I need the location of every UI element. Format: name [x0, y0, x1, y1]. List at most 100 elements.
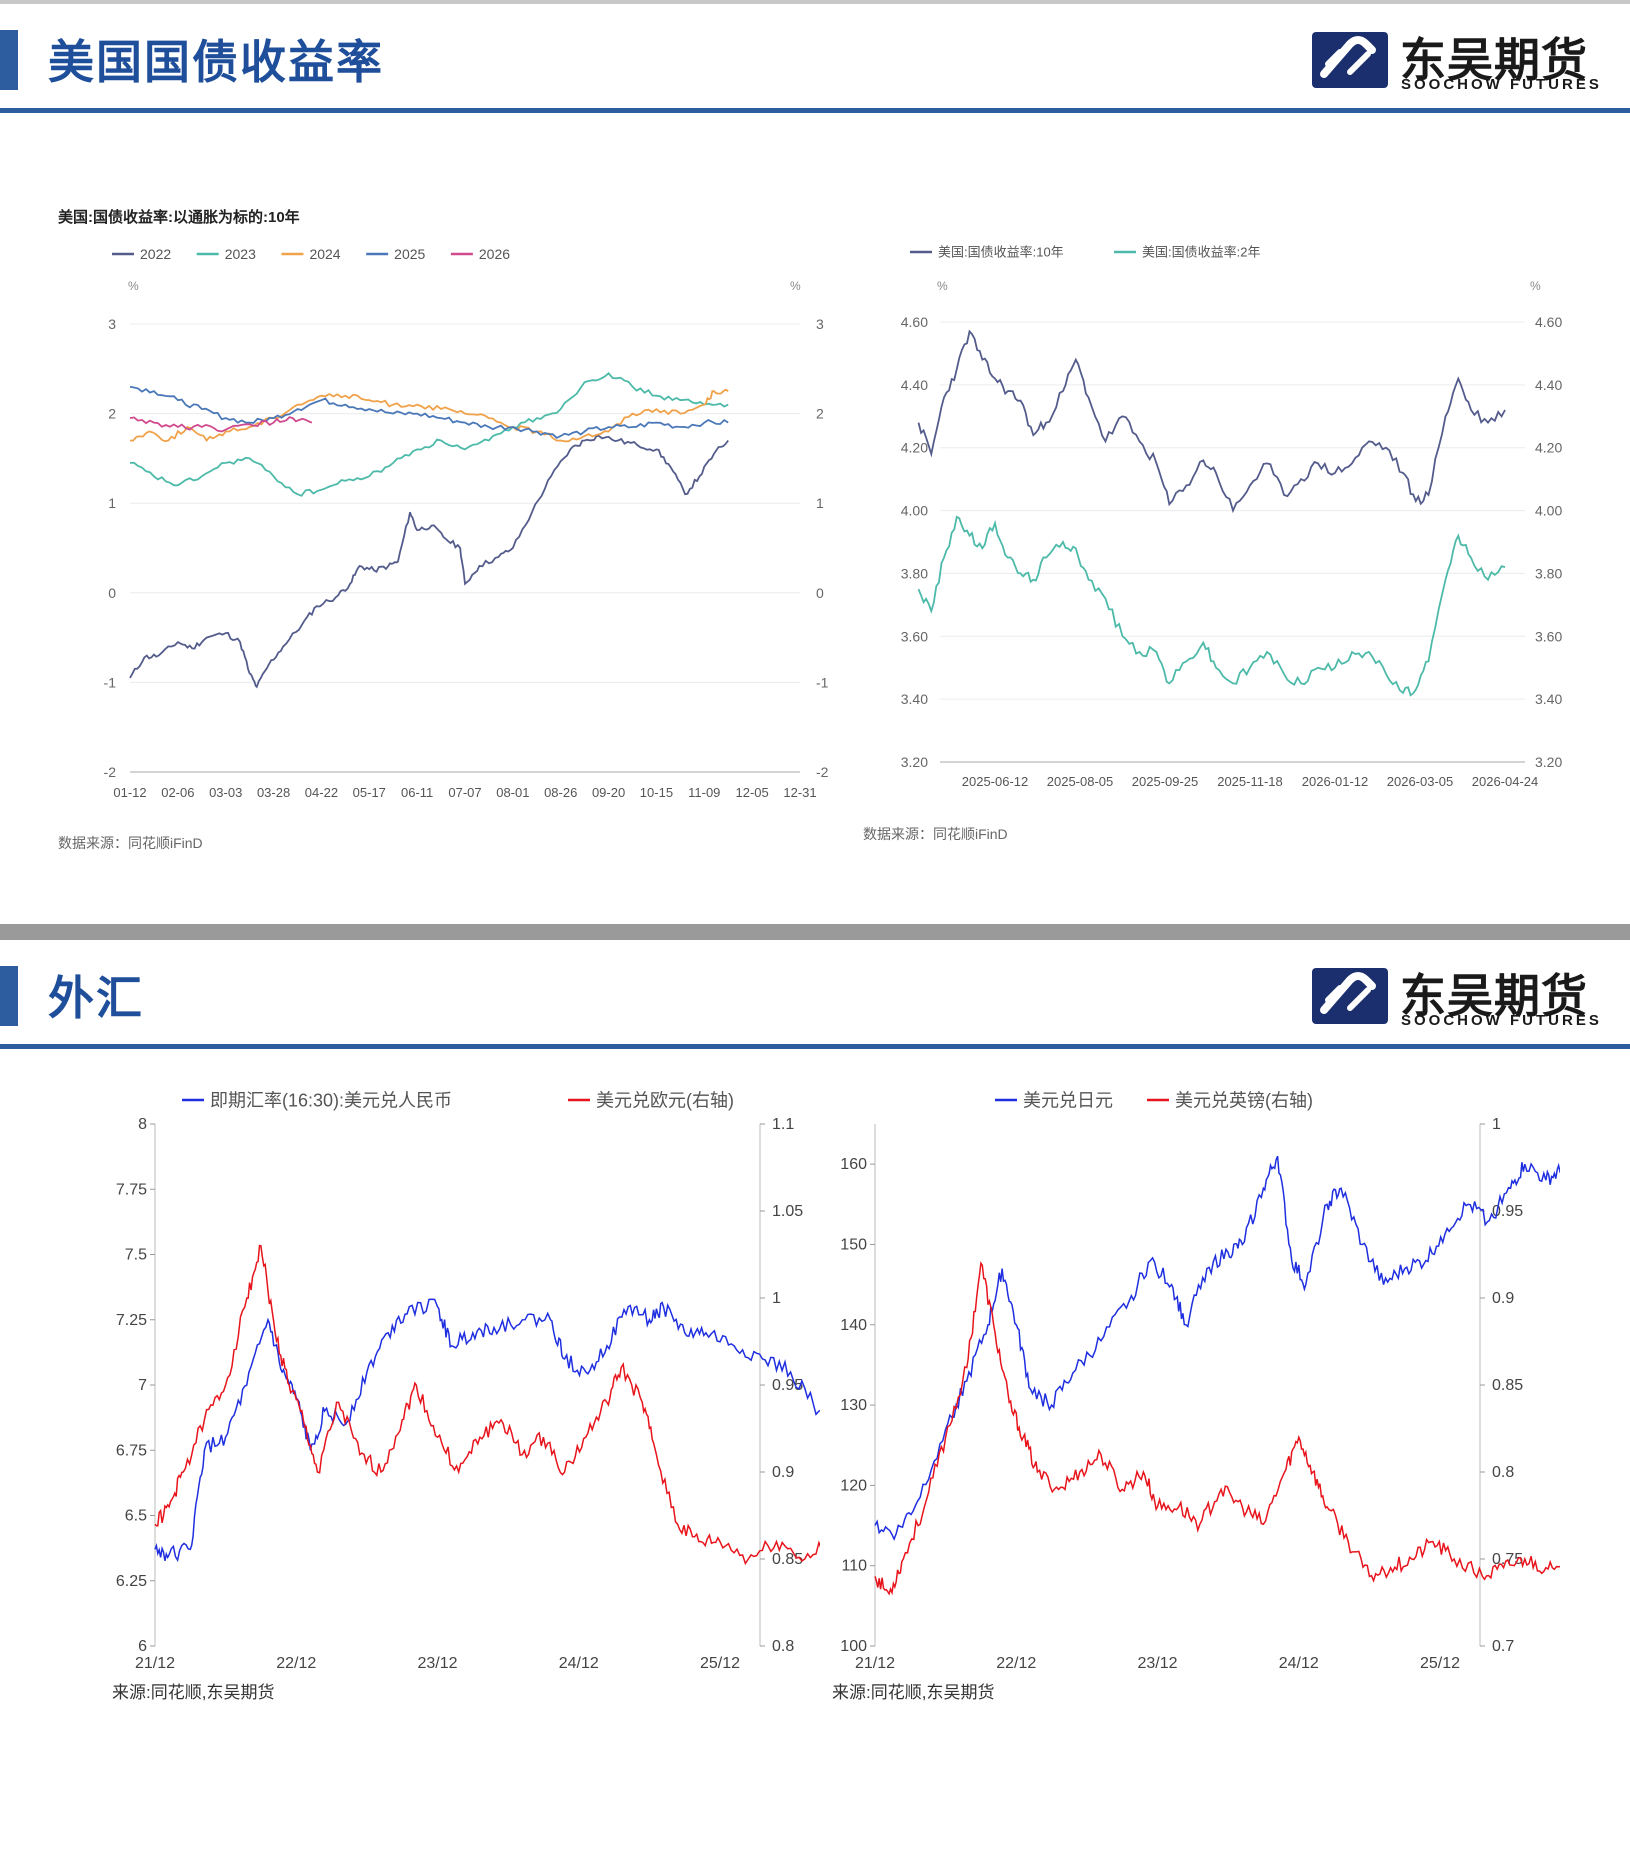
y-tick-label-right: 1	[772, 1290, 781, 1307]
c3-legend-label: 即期汇率(16:30):美元兑人民币	[210, 1090, 452, 1110]
y-tick-label-right: 0.95	[772, 1377, 803, 1394]
header-rule	[0, 1044, 1630, 1049]
y-tick-label-left: 3.80	[901, 565, 928, 581]
series-line-2022	[129, 434, 729, 689]
y-tick-label-left: 7	[138, 1377, 147, 1394]
y-tick-label-right: 0.9	[772, 1464, 794, 1481]
x-tick-label: 11-09	[688, 785, 720, 800]
x-tick-label: 12-05	[736, 785, 769, 800]
y-tick-label-left: 130	[840, 1397, 867, 1414]
logo-chinese-name: 东吴期货	[1400, 970, 1588, 1022]
y-tick-label-left: 3.60	[901, 628, 928, 644]
x-tick-label: 21/12	[855, 1655, 895, 1672]
c1-legend-label: 2024	[309, 246, 340, 262]
series-line-2023	[129, 372, 729, 497]
x-tick-label: 24/12	[559, 1655, 599, 1672]
x-tick-label: 21/12	[135, 1655, 175, 1672]
y-tick-label-left: 7.25	[116, 1312, 147, 1329]
series-line	[154, 1244, 820, 1566]
y-tick-label-left: 4.40	[901, 377, 928, 393]
c1-legend-label: 2025	[394, 246, 425, 262]
logo-english-name: SOOCHOW FUTURES	[1401, 1012, 1602, 1029]
slide-title: 外汇	[48, 972, 144, 1024]
y-tick-label-right: 2	[816, 406, 824, 422]
chart-usdjpy-usdgbp: 美元兑日元 美元兑英镑(右轴) 160 150 140 130 120 110 100 1 0.95…	[832, 1090, 1560, 1702]
x-tick-label: 05-17	[353, 785, 386, 800]
x-tick-label: 2026-04-24	[1472, 774, 1539, 789]
x-tick-label: 03-28	[257, 785, 290, 800]
y-tick-label-left: 0	[108, 585, 116, 601]
y-tick-label-right: 3.80	[1535, 565, 1562, 581]
c1-legend-label: 2023	[225, 246, 256, 262]
series-line	[874, 1155, 1560, 1542]
y-tick-label-right: 0.85	[772, 1551, 803, 1568]
x-tick-label: 22/12	[276, 1655, 316, 1672]
x-tick-label: 22/12	[996, 1655, 1036, 1672]
y-tick-label-right: 3.40	[1535, 691, 1562, 707]
slide-title: 美国国债收益率	[48, 36, 384, 88]
y-tick-label-left: 4.60	[901, 314, 928, 330]
y-tick-label-left: 6.75	[116, 1442, 147, 1459]
y-tick-label-left: 120	[840, 1477, 867, 1494]
y-tick-label-left: 4.20	[901, 440, 928, 456]
x-tick-label: 2025-09-25	[1132, 774, 1199, 789]
series-line	[154, 1298, 820, 1563]
header-accent-bar	[0, 966, 18, 1026]
x-tick-label: 12-31	[783, 785, 816, 800]
y-tick-label-right: 0.8	[1492, 1464, 1514, 1481]
company-logo: 东吴期货 SOOCHOW FUTURES	[1310, 24, 1610, 96]
y-tick-label-left: 110	[841, 1558, 867, 1575]
chart-title: 美国:国债收益率:以通胀为标的:10年	[58, 208, 300, 226]
company-logo: 东吴期货 SOOCHOW FUTURES	[1310, 960, 1610, 1032]
y-tick-label-right: 1.1	[772, 1116, 794, 1133]
c2-legend-label: 美国:国债收益率:2年	[1142, 245, 1260, 260]
y-tick-label-right: 0.9	[1492, 1290, 1514, 1307]
c4-legend-label: 美元兑英镑(右轴)	[1175, 1090, 1313, 1110]
y-tick-label-right: -2	[816, 764, 829, 780]
c4-legend-label: 美元兑日元	[1023, 1090, 1113, 1110]
y-tick-label-right: 4.00	[1535, 503, 1562, 519]
x-tick-label: 24/12	[1279, 1655, 1319, 1672]
header-accent-bar	[0, 30, 18, 90]
chart-source: 来源:同花顺,东吴期货	[112, 1683, 274, 1702]
y-tick-label-right: 0.85	[1492, 1377, 1523, 1394]
y-tick-label-right: 3.60	[1535, 628, 1562, 644]
x-tick-label: 23/12	[1137, 1655, 1177, 1672]
x-tick-label: 2025-06-12	[962, 774, 1029, 789]
y-unit-right: %	[790, 279, 801, 293]
y-tick-label-right: 3	[816, 316, 824, 332]
y-tick-label-right: 1	[1492, 1116, 1501, 1133]
x-tick-label: 04-22	[305, 785, 338, 800]
x-tick-label: 02-06	[161, 785, 194, 800]
y-tick-label-left: 3	[108, 316, 116, 332]
y-tick-label-left: 160	[840, 1156, 867, 1173]
y-tick-label-left: 8	[138, 1116, 147, 1133]
x-tick-label: 03-03	[209, 785, 242, 800]
y-tick-label-right: 4.40	[1535, 377, 1562, 393]
y-unit-right: %	[1530, 279, 1541, 293]
y-tick-label-right: 1.05	[772, 1203, 803, 1220]
series-line-2026	[129, 416, 313, 433]
series-line	[917, 329, 1506, 514]
c1-legend-label: 2022	[140, 246, 171, 262]
y-tick-label-right: 3.20	[1535, 754, 1562, 770]
y-tick-label-left: 2	[108, 406, 116, 422]
x-tick-label: 2025-11-18	[1217, 774, 1283, 789]
slide-us-treasury: 美国国债收益率 东吴期货 SOOCHOW FUTURES 美国:国债收益率:以通…	[0, 0, 1630, 924]
y-tick-label-right: 0.7	[1492, 1638, 1514, 1655]
y-tick-label-left: 6.5	[125, 1508, 147, 1525]
y-unit-left: %	[937, 279, 948, 293]
c2-legend-label: 美国:国债收益率:10年	[938, 245, 1064, 260]
chart-source: 数据来源：同花顺iFinD	[58, 835, 203, 851]
y-tick-label-left: 100	[840, 1638, 867, 1655]
y-tick-label-left: -2	[104, 764, 117, 780]
chart-source: 数据来源：同花顺iFinD	[863, 826, 1008, 842]
x-tick-label: 08-01	[496, 785, 529, 800]
y-tick-label-right: 4.60	[1535, 314, 1562, 330]
logo-chinese-name: 东吴期货	[1400, 34, 1588, 86]
slide-fx: 外汇 东吴期货 SOOCHOW FUTURES 即期汇率(16:30):美元兑人…	[0, 940, 1630, 1862]
chart-usdcny-usdeur: 即期汇率(16:30):美元兑人民币 美元兑欧元(右轴) 8 7.75 7.5 7.25 7…	[112, 1090, 820, 1702]
soochow-logo-icon	[1312, 32, 1388, 88]
series-line-2024	[129, 388, 729, 443]
